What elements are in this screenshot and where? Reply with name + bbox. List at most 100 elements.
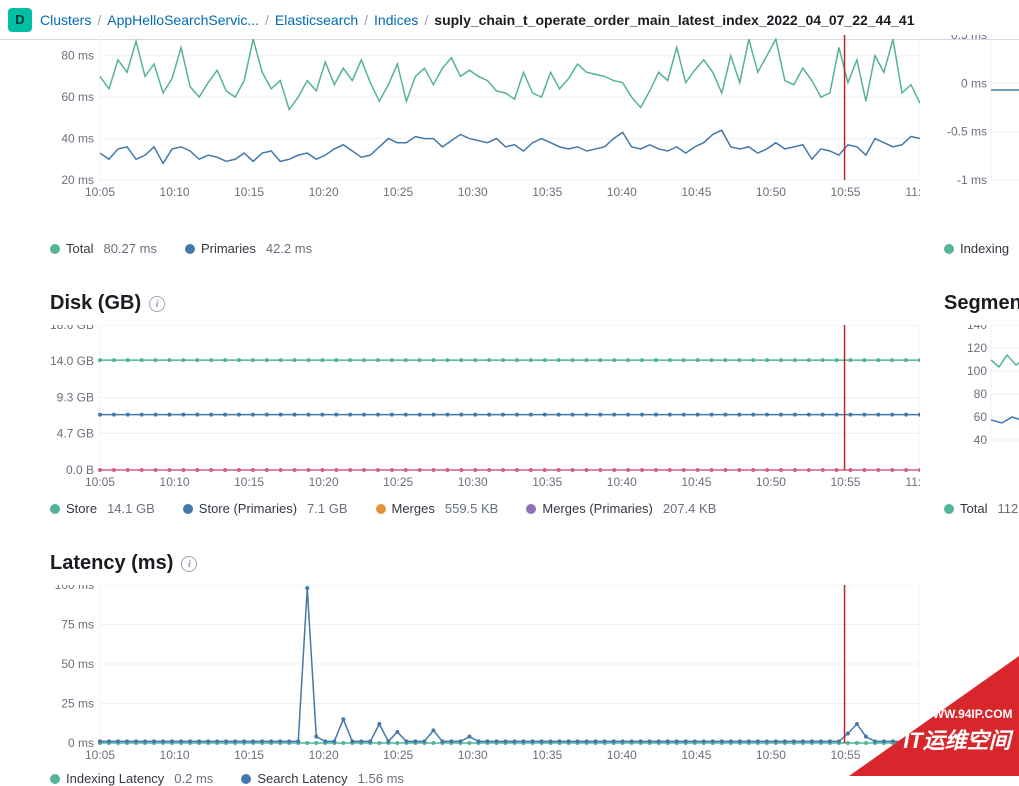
svg-text:10:30: 10:30: [458, 475, 488, 489]
svg-text:100 ms: 100 ms: [55, 585, 94, 592]
info-icon[interactable]: i: [149, 296, 165, 312]
legend-item[interactable]: Total 80.27 ms: [50, 241, 157, 256]
legend-dot: [183, 504, 193, 514]
crumb-current: suply_chain_t_operate_order_main_latest_…: [434, 12, 914, 28]
legend-value: 207.4 KB: [663, 501, 717, 516]
svg-text:10:05: 10:05: [85, 748, 115, 762]
legend-item[interactable]: Primaries 42.2 ms: [185, 241, 312, 256]
svg-text:10:25: 10:25: [383, 748, 413, 762]
breadcrumb: Clusters / AppHelloSearchServic... / Ela…: [40, 12, 915, 28]
svg-text:11:00: 11:00: [905, 748, 920, 762]
svg-text:60 ms: 60 ms: [61, 90, 94, 104]
crumb-es[interactable]: Elasticsearch: [275, 12, 358, 28]
svg-text:10:45: 10:45: [681, 748, 711, 762]
svg-text:10:50: 10:50: [756, 475, 786, 489]
legend-dot: [376, 504, 386, 514]
content: 80 ms60 ms40 ms20 ms10:0510:1010:1510:20…: [0, 35, 1019, 786]
legend-value: 0.2 ms: [174, 771, 213, 786]
crumb-app[interactable]: AppHelloSearchServic...: [107, 12, 259, 28]
svg-text:11:00: 11:00: [905, 185, 920, 199]
chart-top: 80 ms60 ms40 ms20 ms10:0510:1010:1510:20…: [50, 35, 920, 256]
chart-latency-block: Latency (ms) i 100 ms75 ms50 ms25 ms0 ms…: [50, 552, 1019, 786]
svg-text:10:55: 10:55: [830, 748, 860, 762]
svg-text:18.6 GB: 18.6 GB: [50, 325, 94, 332]
chart-disk-title: Disk (GB) i: [50, 292, 920, 315]
svg-text:10:05: 10:05: [85, 475, 115, 489]
legend-disk: Store 14.1 GB Store (Primaries)7.1 GB Merge…: [50, 501, 920, 516]
svg-text:0.5 ms: 0.5 ms: [951, 35, 987, 42]
chart-segments-title: Segmen: [944, 292, 1019, 315]
legend-item[interactable]: Store 14.1 GB: [50, 501, 155, 516]
svg-text:10:15: 10:15: [234, 475, 264, 489]
crumb-sep: /: [364, 12, 368, 28]
legend-value: 112: [997, 501, 1018, 516]
svg-text:4.7 GB: 4.7 GB: [57, 426, 94, 440]
svg-text:10:35: 10:35: [532, 475, 562, 489]
crumb-clusters[interactable]: Clusters: [40, 12, 91, 28]
svg-text:0 ms: 0 ms: [961, 76, 987, 90]
legend-dot: [50, 774, 60, 784]
svg-text:-1 ms: -1 ms: [957, 173, 987, 187]
svg-text:100: 100: [967, 364, 987, 378]
legend-dot: [944, 244, 954, 254]
crumb-indices[interactable]: Indices: [374, 12, 418, 28]
legend-item[interactable]: Total 112: [944, 501, 1018, 516]
svg-text:80: 80: [974, 387, 988, 401]
legend-label: Primaries: [201, 241, 256, 256]
legend-label: Merges: [392, 501, 435, 516]
svg-text:11:00: 11:00: [905, 475, 920, 489]
svg-text:10:30: 10:30: [458, 185, 488, 199]
legend-item[interactable]: Merges (Primaries)207.4 KB: [526, 501, 716, 516]
legend-label: Store: [66, 501, 97, 516]
legend-latency: Indexing Latency0.2 ms Search Latency1.56…: [50, 771, 1019, 786]
svg-text:10:15: 10:15: [234, 185, 264, 199]
legend-item[interactable]: Indexing0: [944, 241, 1019, 256]
svg-text:10:35: 10:35: [532, 748, 562, 762]
svg-text:10:35: 10:35: [532, 185, 562, 199]
legend-label: Search Latency: [257, 771, 347, 786]
svg-text:10:20: 10:20: [309, 185, 339, 199]
legend-value: 14.1 GB: [107, 501, 155, 516]
svg-text:40: 40: [974, 433, 988, 447]
legend-label: Total: [960, 501, 987, 516]
legend-item[interactable]: Search Latency1.56 ms: [241, 771, 404, 786]
legend-label: Indexing: [960, 241, 1009, 256]
svg-text:10:40: 10:40: [607, 185, 637, 199]
legend-top: Total 80.27 ms Primaries 42.2 ms: [50, 241, 920, 256]
svg-text:10:20: 10:20: [309, 748, 339, 762]
info-icon[interactable]: i: [181, 556, 197, 572]
svg-text:40 ms: 40 ms: [61, 132, 94, 146]
legend-value: 80.27 ms: [103, 241, 156, 256]
chart-segments: Segmen 140120100806040 Total112: [944, 292, 1019, 516]
svg-text:9.3 GB: 9.3 GB: [57, 391, 94, 405]
svg-text:14.0 GB: 14.0 GB: [50, 354, 94, 368]
legend-value: 42.2 ms: [266, 241, 312, 256]
crumb-sep: /: [265, 12, 269, 28]
legend-dot: [526, 504, 536, 514]
cluster-badge[interactable]: D: [8, 8, 32, 32]
legend-label: Total: [66, 241, 93, 256]
crumb-sep: /: [97, 12, 101, 28]
svg-text:75 ms: 75 ms: [61, 618, 94, 632]
legend-dot: [185, 244, 195, 254]
chart-disk-block: Disk (GB) i 18.6 GB14.0 GB9.3 GB4.7 GB0.…: [50, 292, 1019, 516]
legend-dot: [944, 504, 954, 514]
svg-text:140: 140: [967, 325, 987, 332]
legend-segments: Total 112: [944, 501, 1019, 516]
svg-text:10:55: 10:55: [830, 475, 860, 489]
svg-text:10:50: 10:50: [756, 748, 786, 762]
svg-text:50 ms: 50 ms: [61, 657, 94, 671]
chart-top-block: 80 ms60 ms40 ms20 ms10:0510:1010:1510:20…: [50, 35, 1019, 256]
legend-item[interactable]: Merges559.5 KB: [376, 501, 499, 516]
svg-text:10:20: 10:20: [309, 475, 339, 489]
svg-text:10:40: 10:40: [607, 475, 637, 489]
legend-value: 7.1 GB: [307, 501, 347, 516]
svg-text:10:25: 10:25: [383, 185, 413, 199]
legend-item[interactable]: Store (Primaries)7.1 GB: [183, 501, 348, 516]
svg-text:10:30: 10:30: [458, 748, 488, 762]
legend-dot: [50, 244, 60, 254]
crumb-sep: /: [424, 12, 428, 28]
legend-item[interactable]: Indexing Latency0.2 ms: [50, 771, 213, 786]
chart-top-right: 0.5 ms0 ms-0.5 ms-1 ms Indexing0: [944, 35, 1019, 256]
svg-text:10:10: 10:10: [160, 475, 190, 489]
